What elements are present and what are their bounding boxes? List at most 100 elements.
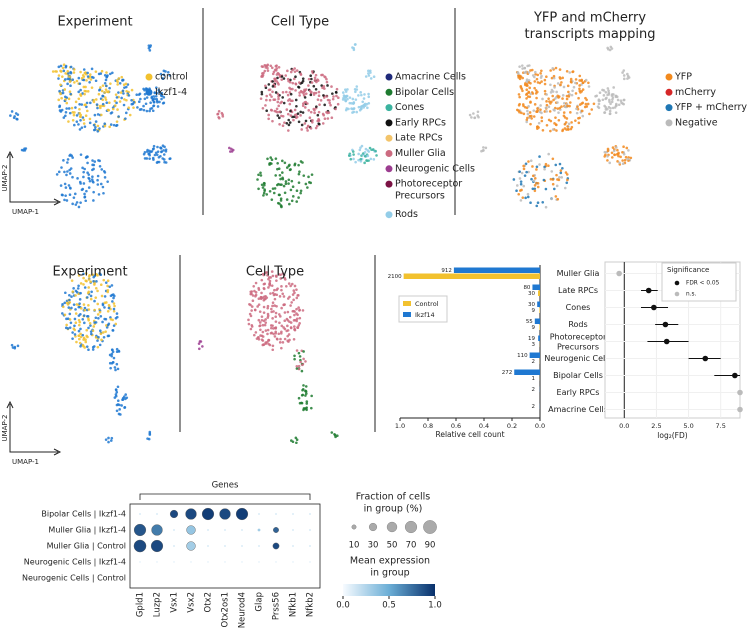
umap-point bbox=[78, 82, 82, 85]
umap-point bbox=[77, 334, 81, 338]
umap-point bbox=[264, 64, 268, 67]
umap-point bbox=[293, 163, 297, 167]
umap-point bbox=[307, 109, 311, 112]
umap-point bbox=[106, 309, 110, 313]
umap-point bbox=[326, 117, 330, 120]
umap-point bbox=[554, 116, 557, 119]
umap-point bbox=[556, 178, 559, 181]
umap-point bbox=[352, 153, 355, 156]
dot bbox=[241, 561, 243, 563]
dot bbox=[309, 561, 311, 563]
umap-point bbox=[616, 160, 619, 163]
umap-point bbox=[549, 129, 552, 133]
umap-point bbox=[279, 101, 282, 105]
umap-point bbox=[265, 193, 269, 196]
umap-point bbox=[114, 368, 117, 372]
umap-point bbox=[363, 161, 366, 165]
umap-point bbox=[567, 128, 570, 131]
point bbox=[663, 338, 670, 345]
umap-point bbox=[257, 297, 261, 300]
umap-point bbox=[79, 332, 82, 336]
umap-point bbox=[159, 146, 162, 149]
umap-point bbox=[85, 105, 88, 109]
umap-point bbox=[295, 296, 299, 300]
x-tick-label: 1.0 bbox=[395, 422, 405, 430]
umap-point bbox=[115, 96, 119, 99]
umap-point bbox=[293, 113, 297, 117]
size-label: 50 bbox=[387, 541, 398, 551]
legend-swatch bbox=[674, 280, 680, 286]
umap-point bbox=[283, 161, 287, 165]
umap-point bbox=[323, 117, 327, 121]
umap-point bbox=[537, 121, 541, 125]
umap-point bbox=[259, 297, 263, 301]
umap-point bbox=[352, 107, 356, 111]
umap-point bbox=[364, 147, 368, 151]
umap-point bbox=[307, 77, 311, 81]
umap-point bbox=[556, 107, 560, 110]
umap-point bbox=[79, 282, 83, 285]
umap-point bbox=[155, 99, 159, 103]
umap-point bbox=[97, 316, 100, 320]
umap-point bbox=[99, 315, 103, 318]
category-label: Precursors bbox=[557, 343, 599, 352]
umap-point bbox=[576, 105, 579, 109]
legend-title: in group bbox=[370, 567, 409, 578]
umap-point bbox=[271, 348, 275, 352]
umap-point bbox=[155, 91, 159, 95]
umap-point bbox=[298, 94, 301, 97]
umap-point bbox=[68, 172, 72, 175]
umap-point bbox=[301, 77, 305, 80]
umap-point bbox=[570, 121, 573, 124]
umap-point bbox=[108, 101, 111, 105]
umap-point bbox=[78, 102, 81, 106]
umap-point bbox=[101, 331, 105, 334]
umap-point bbox=[75, 79, 79, 83]
umap-point bbox=[536, 73, 540, 77]
umap-point bbox=[528, 95, 532, 99]
x-tick-label: 0.6 bbox=[451, 422, 461, 430]
umap-point bbox=[354, 160, 357, 164]
x-tick-label: 0.0 bbox=[619, 422, 629, 430]
umap-point bbox=[68, 77, 71, 81]
umap-point bbox=[81, 116, 85, 119]
umap-point bbox=[104, 88, 108, 91]
umap-point bbox=[220, 111, 224, 115]
umap-point bbox=[57, 98, 61, 102]
umap-point bbox=[72, 68, 76, 71]
umap-point bbox=[108, 285, 112, 289]
dot bbox=[309, 545, 311, 547]
umap-point bbox=[271, 85, 275, 88]
umap-point bbox=[568, 104, 571, 108]
umap-point bbox=[622, 152, 626, 156]
umap-point bbox=[299, 360, 302, 364]
umap-point bbox=[257, 187, 260, 191]
umap-point bbox=[364, 75, 368, 78]
umap-point bbox=[111, 107, 115, 111]
umap-point bbox=[148, 49, 152, 52]
umap-point bbox=[525, 97, 528, 100]
count-label: 80 bbox=[523, 285, 530, 291]
umap-point bbox=[144, 102, 148, 106]
legend-swatch bbox=[665, 104, 673, 112]
umap-point bbox=[64, 110, 68, 114]
umap-point bbox=[86, 171, 89, 175]
umap-point bbox=[525, 106, 529, 110]
dot bbox=[173, 529, 175, 531]
umap-point bbox=[65, 301, 69, 305]
umap-point bbox=[622, 69, 626, 72]
umap-point bbox=[266, 66, 269, 70]
legend-label: Ikzf14 bbox=[415, 311, 435, 319]
umap-point bbox=[326, 84, 329, 87]
umap-point bbox=[301, 111, 305, 114]
umap-point bbox=[94, 336, 98, 339]
umap-point bbox=[365, 159, 368, 162]
umap-point bbox=[117, 403, 121, 407]
umap-point bbox=[297, 396, 301, 400]
dot bbox=[258, 513, 260, 515]
umap-point bbox=[288, 102, 292, 106]
umap-point bbox=[372, 75, 376, 78]
umap-point bbox=[277, 116, 281, 120]
umap-point bbox=[164, 148, 168, 151]
umap-point bbox=[577, 96, 580, 100]
